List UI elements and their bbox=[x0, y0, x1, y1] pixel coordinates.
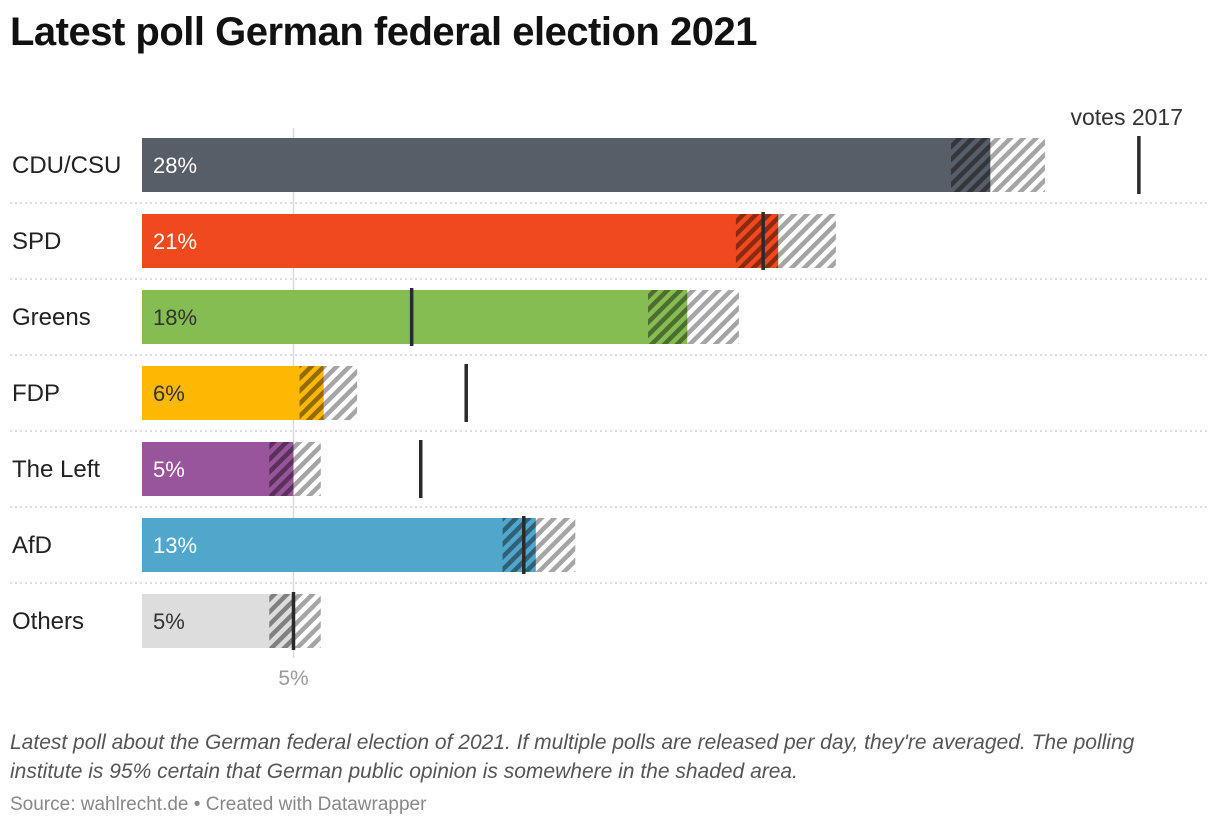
chart-title: Latest poll German federal election 2021 bbox=[10, 10, 757, 54]
ci-upper-others bbox=[293, 594, 321, 648]
category-label-the-left: The Left bbox=[12, 456, 100, 483]
value-label-spd: 21% bbox=[153, 229, 197, 254]
category-label-fdp: FDP bbox=[12, 380, 60, 407]
ci-lower-cdu-csu bbox=[951, 138, 991, 192]
ci-lower-spd bbox=[735, 214, 779, 268]
ci-upper-cdu-csu bbox=[990, 138, 1045, 192]
category-label-others: Others bbox=[12, 608, 84, 635]
bar-greens bbox=[142, 290, 688, 344]
value-label-the-left: 5% bbox=[153, 457, 185, 482]
chart-source: Source: wahlrecht.de • Created with Data… bbox=[10, 794, 426, 816]
ci-upper-spd bbox=[778, 214, 836, 268]
category-label-afd: AfD bbox=[12, 532, 52, 559]
credit-label: Created with Datawrapper bbox=[205, 794, 427, 815]
source-separator: • bbox=[193, 794, 201, 815]
ci-lower-afd bbox=[502, 518, 536, 572]
category-label-greens: Greens bbox=[12, 304, 91, 331]
bar-others bbox=[142, 594, 294, 648]
ci-upper-greens bbox=[687, 290, 739, 344]
bar-spd bbox=[142, 214, 779, 268]
ci-lower-fdp bbox=[299, 366, 324, 420]
ci-upper-afd bbox=[535, 518, 576, 572]
bar-cdu-csu bbox=[142, 138, 991, 192]
bar-fdp bbox=[142, 366, 324, 420]
value-label-others: 5% bbox=[153, 609, 185, 634]
ci-lower-greens bbox=[648, 290, 688, 344]
value-label-cdu-csu: 28% bbox=[153, 153, 197, 178]
category-label-cdu-csu: CDU/CSU bbox=[12, 152, 121, 179]
reference-line-label: 5% bbox=[278, 667, 308, 690]
ci-lower-others bbox=[269, 594, 294, 648]
poll-bar-chart: CDU/CSU 28% SPD 21% Greens 18% FDP 6% The Left 5%… bbox=[10, 104, 1208, 690]
ci-upper-fdp bbox=[323, 366, 358, 420]
chart-notes: Latest poll about the German federal ele… bbox=[10, 731, 1135, 783]
bar-the-left bbox=[142, 442, 294, 496]
ci-upper-the-left bbox=[293, 442, 321, 496]
value-label-afd: 13% bbox=[153, 533, 197, 558]
category-label-spd: SPD bbox=[12, 228, 61, 255]
value-label-fdp: 6% bbox=[153, 381, 185, 406]
ci-lower-the-left bbox=[269, 442, 294, 496]
value-label-greens: 18% bbox=[153, 305, 197, 330]
bar-afd bbox=[142, 518, 536, 572]
source-label: Source: wahlrecht.de bbox=[10, 794, 189, 815]
votes-2017-annotation: votes 2017 bbox=[1070, 104, 1183, 130]
